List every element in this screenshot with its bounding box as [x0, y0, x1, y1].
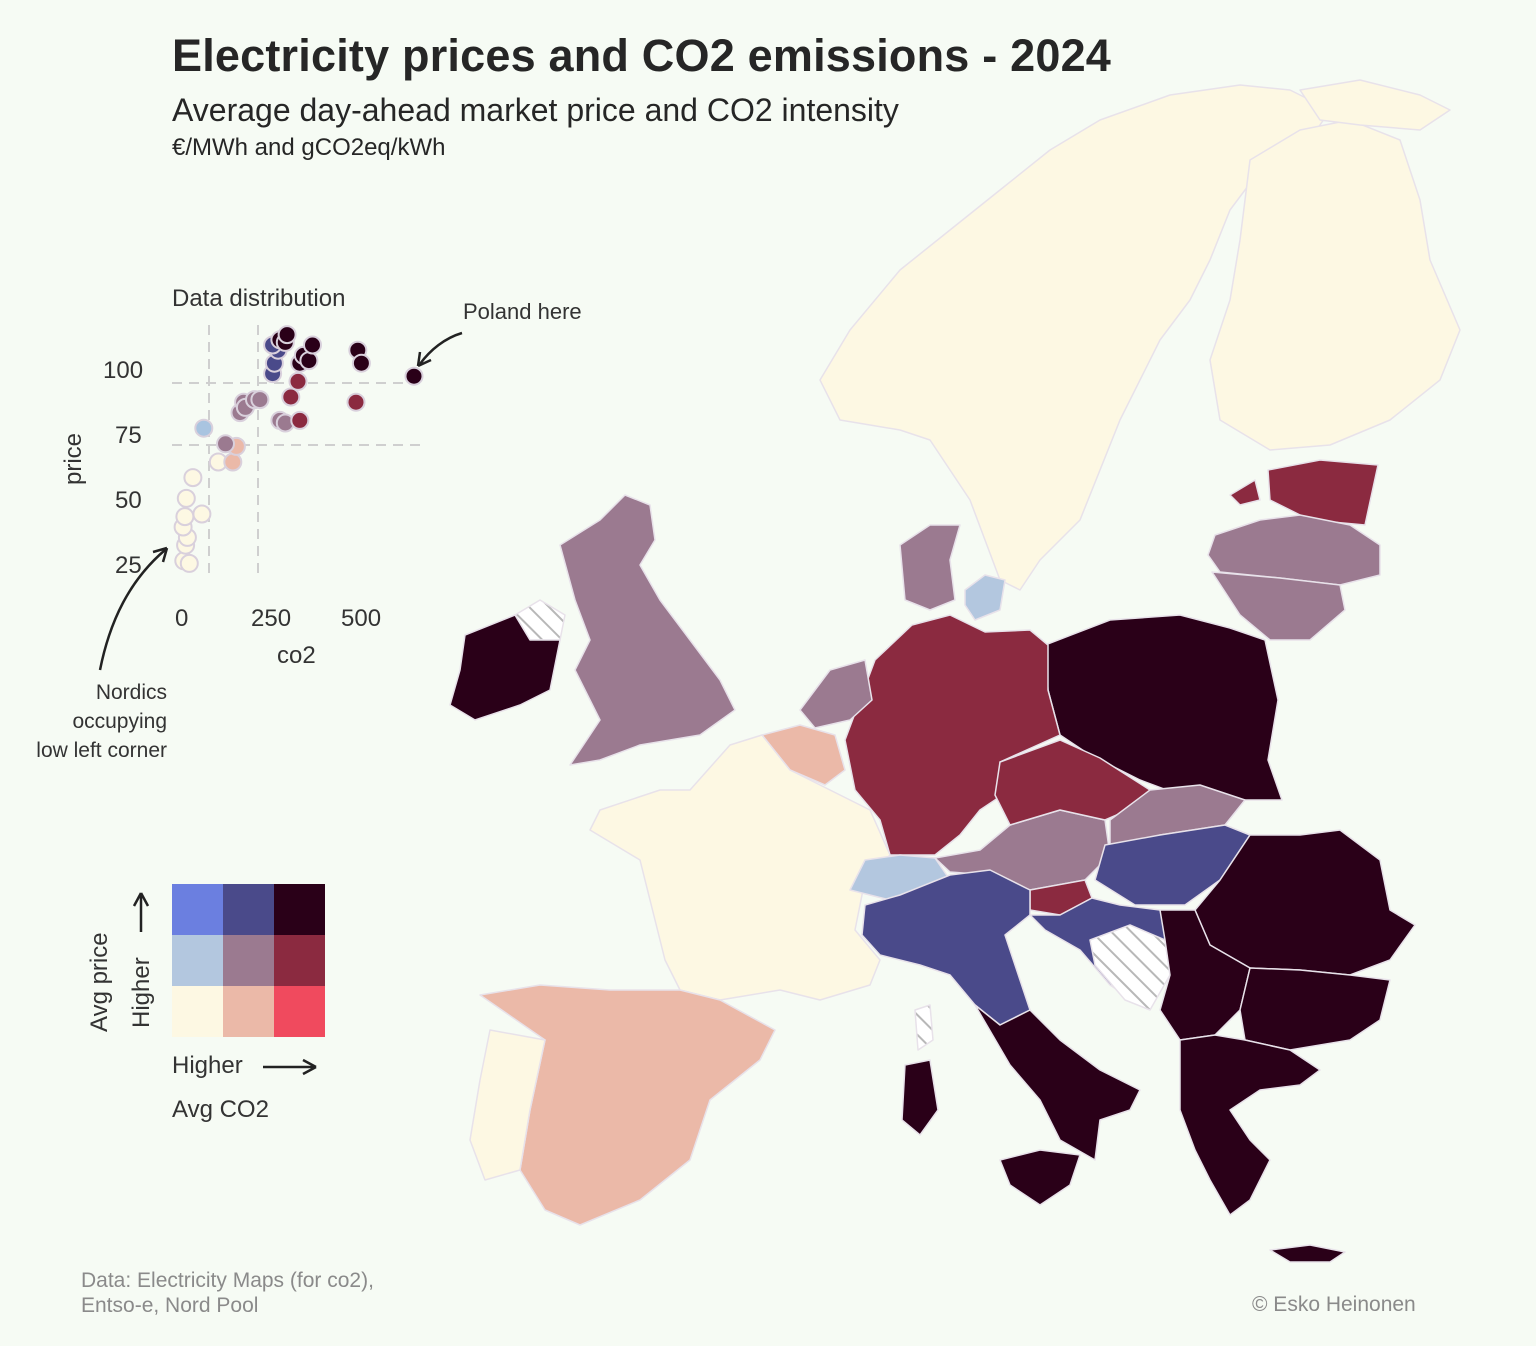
legend-right-arrow — [263, 1058, 317, 1076]
scatter-point — [303, 335, 322, 355]
region-lithuania — [1211, 571, 1346, 641]
scatter-point — [299, 351, 319, 371]
scatter-point — [216, 434, 235, 454]
y-tick-75: 75 — [115, 422, 142, 449]
region-denmark-west — [899, 524, 961, 611]
scatter-point — [223, 452, 243, 472]
legend-cell — [172, 986, 223, 1037]
credit: © Esko Heinonen — [1252, 1293, 1416, 1316]
legend-y-direction: Higher — [128, 957, 155, 1028]
region-norway-sweden — [819, 84, 1331, 591]
y-tick-25: 25 — [115, 552, 142, 579]
region-portugal — [469, 1029, 546, 1181]
annotation-nordics: Nordics occupying low left corner — [36, 681, 167, 762]
annotation-poland: Poland here — [463, 299, 582, 324]
legend-up-arrow — [132, 892, 150, 932]
legend-cell — [274, 986, 325, 1037]
page-subtitle: Average day-ahead market price and CO2 i… — [172, 92, 899, 128]
nordics-arrow — [98, 549, 166, 671]
legend-cell — [172, 884, 223, 935]
x-axis-label: co2 — [277, 642, 316, 669]
scatter-point — [404, 366, 424, 386]
y-tick-100: 100 — [103, 357, 144, 384]
region-france — [589, 734, 891, 1001]
region-germany — [844, 614, 1061, 856]
scatter-points — [173, 325, 424, 573]
scatter-point — [281, 387, 301, 407]
legend-cell — [274, 884, 325, 935]
region-crete — [1269, 1244, 1346, 1263]
scatter-point — [290, 410, 310, 430]
scatter-point — [351, 353, 371, 373]
source-note: Data: Electricity Maps (for co2), Entso-… — [81, 1269, 374, 1317]
region-uk — [559, 494, 736, 766]
region-finland — [1209, 119, 1461, 451]
region-greece — [1179, 1034, 1321, 1216]
legend-grid — [172, 884, 325, 1037]
region-finland-north — [1299, 79, 1451, 131]
legend-cell — [223, 986, 274, 1037]
nordics-arrowhead — [152, 546, 169, 563]
scatter-point — [288, 371, 308, 391]
scatter-point — [250, 390, 270, 410]
scatter-point — [346, 392, 366, 412]
x-tick-500: 500 — [341, 605, 382, 632]
legend-cell — [172, 935, 223, 986]
region-latvia — [1207, 514, 1381, 586]
scatter-point — [179, 553, 199, 573]
region-estonia — [1267, 459, 1379, 526]
x-tick-0: 0 — [175, 605, 189, 632]
legend-y-label: Avg price — [86, 932, 113, 1032]
region-sardinia — [901, 1059, 939, 1136]
inset-title: Data distribution — [172, 285, 346, 312]
legend-cell — [223, 884, 274, 935]
x-tick-250: 250 — [251, 605, 292, 632]
region-bosnia — [1089, 924, 1171, 1011]
region-italy — [861, 869, 1031, 1026]
poland-arrow — [418, 331, 463, 365]
legend-cell — [223, 935, 274, 986]
region-corsica — [914, 1004, 934, 1051]
scatter-point — [194, 418, 214, 438]
region-denmark-east — [964, 574, 1006, 621]
legend-x-direction: Higher — [172, 1052, 243, 1079]
scatter-point — [192, 504, 212, 524]
region-italy-south — [974, 1004, 1141, 1161]
scatter-point — [183, 468, 203, 488]
scatter-point — [175, 507, 195, 527]
page-title: Electricity prices and CO2 emissions - 2… — [172, 30, 1112, 81]
region-ireland — [449, 614, 561, 721]
scatter-point — [277, 325, 297, 345]
region-sicily — [999, 1149, 1081, 1206]
legend-cell — [274, 935, 325, 986]
scatter-point — [176, 488, 196, 508]
page-units: €/MWh and gCO2eq/kWh — [172, 134, 446, 161]
legend-x-label: Avg CO2 — [172, 1096, 269, 1123]
region-bulgaria — [1239, 967, 1391, 1051]
region-netherlands — [799, 659, 873, 729]
region-poland — [1044, 614, 1283, 801]
y-tick-50: 50 — [115, 487, 142, 514]
poland-arrowhead — [416, 351, 432, 368]
region-estonia-islands — [1229, 479, 1261, 506]
